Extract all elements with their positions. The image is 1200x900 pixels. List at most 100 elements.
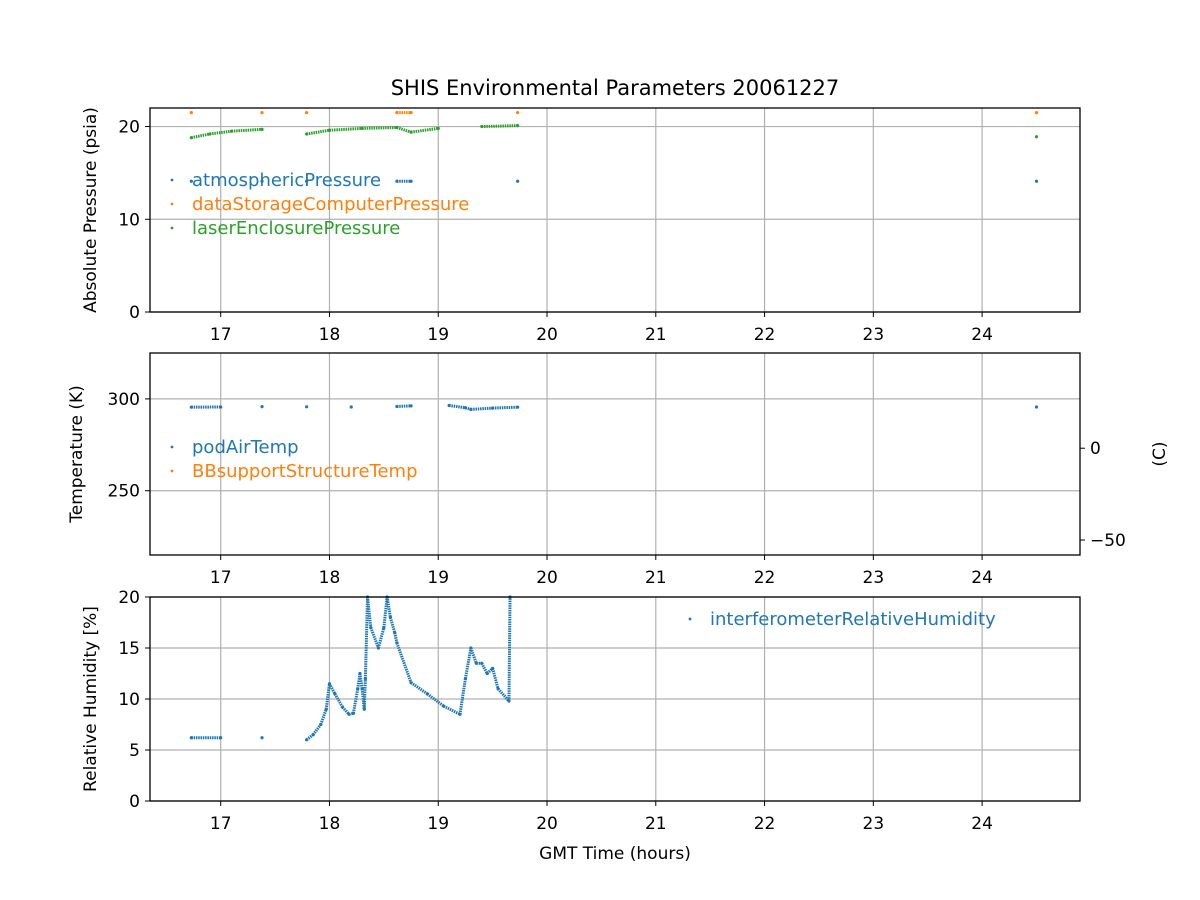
y-axis-label: Temperature (K) [67, 385, 87, 524]
data-point [260, 179, 264, 183]
y2-tick-label: −50 [1090, 531, 1126, 551]
x-tick-label: 20 [536, 568, 558, 588]
data-point [189, 111, 193, 115]
data-point [1034, 111, 1039, 115]
data-segment [333, 693, 344, 708]
x-tick-label: 20 [536, 325, 558, 345]
panel-3: 17 18 19 20 21 22 23 24 0 5 10 15 20 Relative Humidit… [81, 588, 1081, 864]
y2-tick-label: 0 [1090, 439, 1101, 459]
data-point [305, 111, 309, 115]
data-segment [209, 129, 232, 136]
data-segment [470, 406, 493, 411]
panel-1: 17 18 19 20 21 22 23 24 0 10 20 Absolute Pressure (… [81, 107, 1081, 345]
data-segment [231, 127, 263, 133]
data-point [516, 179, 520, 183]
data-segment [351, 688, 360, 714]
legend-label: dataStorageComputerPressure [192, 194, 469, 215]
legend-label: podAirTemp [192, 437, 299, 458]
y-tick-label: 0 [129, 792, 140, 812]
data-segment [443, 704, 461, 716]
data-segment [341, 706, 351, 716]
data-segment [363, 596, 370, 679]
data-point [305, 179, 309, 183]
data-point [1034, 179, 1039, 183]
x-tick-label: 18 [319, 814, 341, 834]
x-tick-label: 23 [863, 325, 885, 345]
x-tick-label: 19 [427, 325, 449, 345]
x-tick-label: 20 [536, 814, 558, 834]
data-segment [491, 668, 500, 690]
x-tick-label: 18 [319, 568, 341, 588]
legend: podAirTemp BBsupportStructureTemp [170, 437, 418, 482]
y-axis-label: Absolute Pressure (psia) [81, 107, 101, 313]
data-point [305, 405, 309, 409]
legend-marker [170, 445, 174, 449]
axes-frame [149, 352, 1081, 556]
data-segment [366, 596, 373, 628]
data-segment [306, 128, 330, 136]
y-axis-label: Relative Humidity [%] [81, 606, 101, 792]
legend: atmosphericPressure dataStorageComputerPr… [170, 170, 469, 239]
legend-label: BBsupportStructureTemp [192, 461, 418, 482]
x-tick-label: 21 [645, 568, 667, 588]
data-segment [492, 405, 518, 410]
data-point [436, 126, 440, 130]
data-point [189, 179, 193, 183]
x-tick-label: 17 [210, 568, 232, 588]
chart-title: SHIS Environmental Parameters 20061227 [391, 76, 840, 100]
data-segment [362, 678, 367, 710]
legend-marker [170, 202, 174, 206]
x-tick-label: 24 [971, 325, 993, 345]
y-tick-label: 250 [108, 482, 140, 502]
data-segment [426, 692, 445, 708]
panel-2: 17 18 19 20 21 22 23 24 250 300 0 −50 (C) Temperature… [67, 352, 1170, 588]
data-segment [311, 723, 322, 736]
data-point [219, 405, 223, 409]
data-segment [481, 124, 518, 129]
x-tick-label: 17 [210, 814, 232, 834]
data-segment [458, 678, 467, 715]
legend-label: atmosphericPressure [192, 170, 381, 191]
data-segment [393, 632, 399, 644]
x-tick-label: 23 [863, 814, 885, 834]
data-point [409, 404, 413, 408]
data-point [260, 111, 264, 115]
data-segment [469, 647, 478, 664]
x-tick-label: 21 [645, 325, 667, 345]
y-tick-label: 20 [118, 118, 140, 138]
data-point [349, 405, 353, 409]
x-tick-label: 22 [754, 814, 776, 834]
data-point [516, 124, 520, 128]
data-segment [396, 404, 412, 408]
data-point [516, 405, 520, 409]
x-axis-label: GMT Time (hours) [539, 844, 691, 864]
data-point [1034, 405, 1039, 409]
legend-marker [170, 469, 174, 473]
data-segment [480, 662, 489, 675]
y-tick-label: 300 [108, 390, 140, 410]
x-tick-label: 18 [319, 325, 341, 345]
data-point [260, 127, 264, 131]
data-segment [191, 132, 211, 140]
y-tick-label: 15 [118, 639, 140, 659]
y-tick-label: 5 [129, 741, 140, 761]
y-tick-label: 0 [129, 303, 140, 323]
data-segment [388, 616, 397, 634]
series-dataStorageComputerPressure [189, 111, 1039, 115]
y-tick-label: 10 [118, 210, 140, 230]
series-podAirTemp [189, 403, 1039, 411]
data-segment [395, 642, 413, 684]
data-segment [362, 125, 397, 130]
series-laserEnclosurePressure [189, 124, 1039, 140]
axes-frame [149, 107, 1081, 313]
data-segment [385, 596, 392, 618]
data-segment [369, 627, 380, 649]
data-point [219, 736, 223, 740]
data-point [260, 405, 264, 409]
data-segment [328, 682, 337, 695]
data-segment [463, 647, 473, 679]
x-tick-label: 24 [971, 814, 993, 834]
data-point [1034, 135, 1039, 139]
